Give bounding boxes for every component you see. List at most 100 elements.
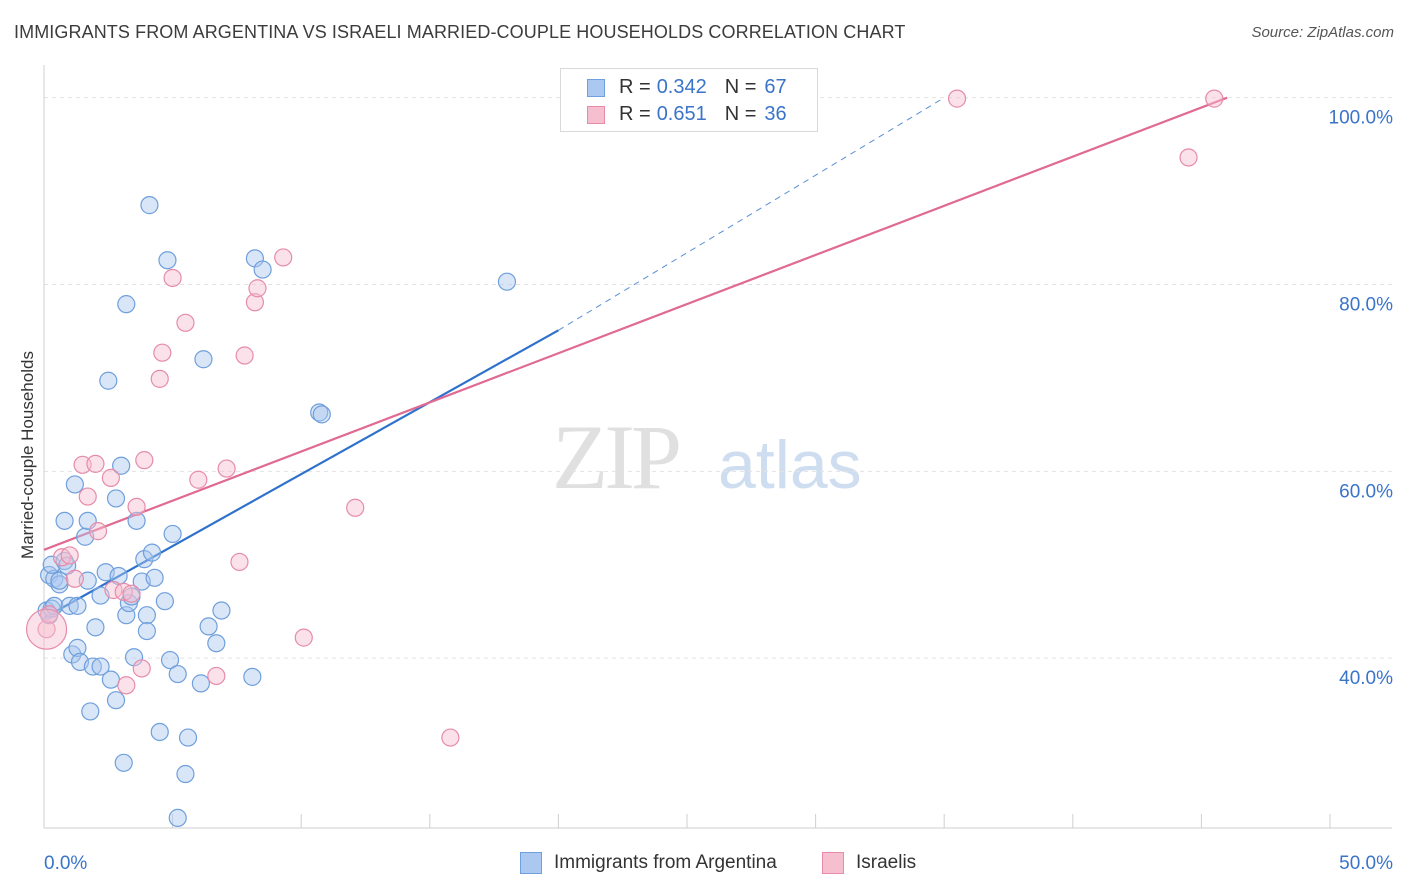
- argentina-point: [155, 592, 174, 611]
- israelis-point: [73, 455, 92, 474]
- israelis-point: [132, 659, 151, 678]
- argentina-point: [83, 657, 102, 676]
- legend-r-value: 0.651: [656, 103, 707, 125]
- argentina-trend-line: [43, 329, 559, 619]
- y-tick-label: 60.0%: [1339, 481, 1393, 502]
- argentina-point: [163, 524, 182, 544]
- argentina-point: [312, 405, 331, 424]
- israelis-point: [176, 313, 195, 332]
- israelis-point: [217, 459, 236, 478]
- argentina-point: [68, 596, 87, 615]
- tick-labels: 40.0% 60.0% 80.0% 100.0% 0.0% 50.0%: [44, 108, 1393, 874]
- watermark-atlas: atlas: [718, 427, 862, 503]
- israelis-point: [78, 487, 97, 506]
- israelis-point-large: [25, 608, 68, 650]
- israelis-point: [153, 343, 172, 362]
- legend-swatch-israelis: [587, 105, 605, 124]
- argentina-point: [191, 674, 210, 693]
- israelis-point: [127, 497, 146, 516]
- argentina-point: [253, 260, 272, 279]
- argentina-point: [310, 403, 329, 422]
- argentina-point: [137, 606, 156, 625]
- legend-r-label: R =: [619, 76, 651, 98]
- argentina-point: [106, 489, 126, 508]
- israelis-point: [37, 620, 56, 639]
- argentina-point: [114, 753, 133, 772]
- argentina-point: [60, 596, 79, 615]
- legend-swatch-argentina: [587, 78, 605, 97]
- argentina-point: [497, 272, 517, 291]
- israelis-point: [189, 470, 208, 489]
- israelis-point: [230, 552, 249, 572]
- data-points: [25, 89, 1224, 828]
- trend-lines: [43, 96, 1228, 619]
- watermark: ZIP atlas: [552, 406, 862, 508]
- israelis-trend-line: [43, 96, 1228, 551]
- argentina-point: [112, 456, 131, 475]
- argentina-point: [160, 650, 180, 670]
- argentina-point: [168, 664, 187, 684]
- y-tick-label: 80.0%: [1339, 295, 1393, 316]
- series-legend-argentina[interactable]: Immigrants from Argentina: [520, 852, 777, 874]
- argentina-point: [68, 638, 87, 657]
- y-tick-label: 40.0%: [1339, 668, 1393, 689]
- israelis-point: [60, 546, 79, 565]
- israelis-point: [294, 628, 313, 647]
- argentina-point: [50, 571, 69, 590]
- y-tick-label: 100.0%: [1329, 108, 1394, 129]
- axes: [43, 65, 1392, 829]
- series-legend: Immigrants from Argentina Israelis: [0, 852, 1406, 878]
- series-legend-israelis[interactable]: Israelis: [822, 852, 916, 874]
- israelis-point: [65, 569, 84, 588]
- israelis-point: [207, 666, 226, 686]
- argentina-point: [101, 670, 120, 689]
- argentina-point: [168, 808, 187, 828]
- legend-r-label: R =: [619, 103, 651, 125]
- argentina-point: [207, 634, 226, 653]
- israelis-point: [441, 728, 460, 747]
- israelis-point: [135, 451, 154, 470]
- argentina-point: [99, 371, 118, 390]
- argentina-point: [176, 764, 195, 784]
- israelis-point: [1179, 148, 1198, 167]
- argentina-point: [55, 511, 74, 530]
- argentina-point: [212, 601, 231, 620]
- argentina-point: [117, 295, 136, 314]
- legend-n-label: N =: [724, 103, 757, 125]
- israelis-point: [248, 279, 267, 298]
- argentina-point: [178, 728, 198, 747]
- argentina-point: [142, 543, 162, 562]
- israelis-point: [86, 454, 105, 473]
- israelis-point: [274, 248, 293, 267]
- israelis-point: [235, 346, 254, 365]
- argentina-point: [86, 618, 105, 637]
- israelis-point: [150, 369, 169, 388]
- legend-row-argentina: R = 0.342 N = 67: [587, 76, 787, 99]
- x-tick-label: 0.0%: [44, 853, 87, 874]
- israelis-point: [346, 498, 365, 517]
- argentina-point: [91, 657, 110, 676]
- argentina-point: [145, 568, 164, 587]
- argentina-point: [194, 350, 213, 369]
- stats-legend: R = 0.342 N = 67 R = 0.651 N = 36: [560, 68, 818, 132]
- series-swatch-israelis: [822, 852, 844, 874]
- legend-n-value: 67: [764, 76, 787, 98]
- x-tick-label: 50.0%: [1339, 853, 1393, 874]
- israelis-point: [1205, 89, 1224, 108]
- argentina-point: [140, 196, 159, 215]
- argentina-point: [127, 511, 146, 530]
- argentina-trend-extension: [558, 97, 945, 331]
- chart-title: IMMIGRANTS FROM ARGENTINA VS ISRAELI MAR…: [14, 22, 906, 42]
- legend-r-value: 0.342: [656, 76, 707, 98]
- watermark-zip: ZIP: [552, 406, 679, 508]
- israelis-point: [88, 522, 108, 541]
- argentina-point: [243, 667, 262, 686]
- argentina-point: [150, 722, 169, 742]
- legend-n-value: 36: [764, 103, 787, 125]
- series-label-israelis: Israelis: [856, 852, 917, 873]
- gridlines: [44, 97, 1392, 659]
- argentina-point: [137, 621, 156, 641]
- argentina-point: [65, 475, 84, 494]
- israelis-point: [163, 268, 182, 288]
